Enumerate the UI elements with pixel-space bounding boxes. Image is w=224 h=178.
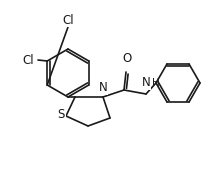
Text: S: S: [58, 109, 65, 122]
Text: O: O: [122, 52, 132, 65]
Text: N: N: [142, 76, 150, 89]
Text: N: N: [99, 81, 107, 94]
Text: H: H: [152, 78, 160, 88]
Text: Cl: Cl: [62, 14, 74, 27]
Text: Cl: Cl: [22, 54, 34, 67]
